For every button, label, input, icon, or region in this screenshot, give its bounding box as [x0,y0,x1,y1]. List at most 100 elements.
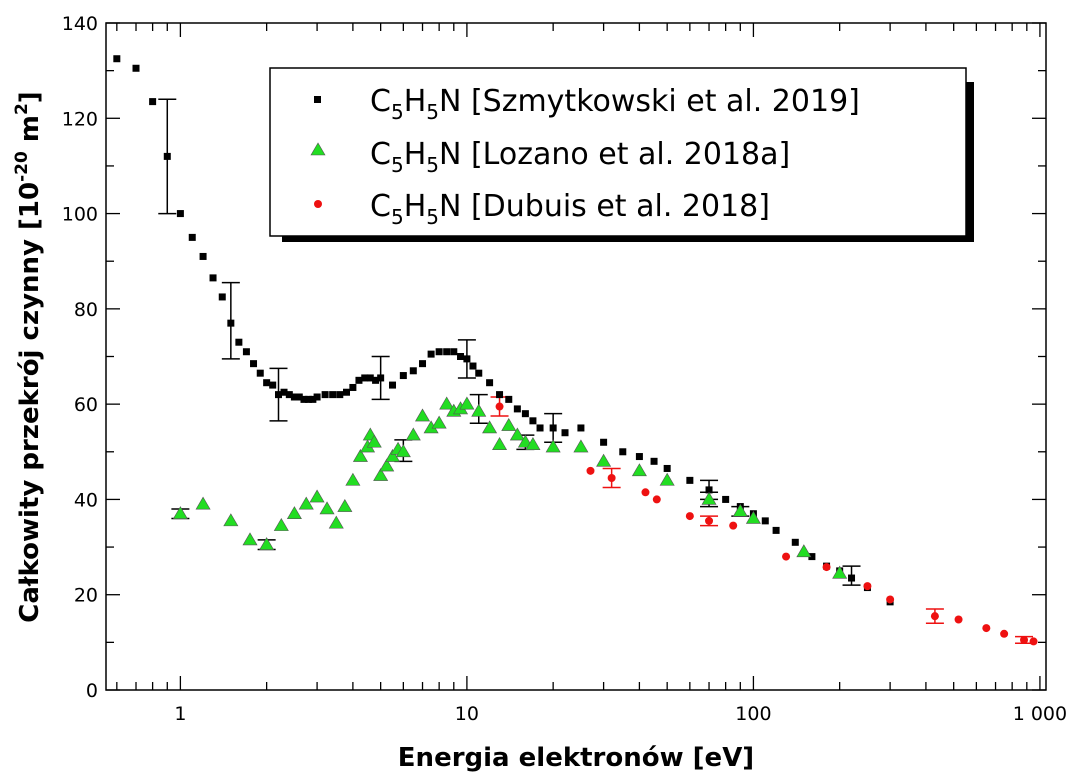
data-point-lozano [337,498,353,512]
data-point-lozano [366,434,382,448]
data-point-lozano [701,491,717,505]
data-point-szmytkowski [409,367,417,375]
data-point-szmytkowski [536,424,544,432]
legend-label-lozano: C5H5N [Lozano et al. 2018a] [370,137,790,177]
data-point-dubuis [495,402,504,411]
data-point-lozano [352,448,368,462]
data-point-lozano [259,537,275,550]
data-point-szmytkowski [218,293,226,301]
data-point-lozano [492,437,508,450]
data-point-dubuis [822,563,831,572]
data-point-dubuis [930,612,939,621]
data-point-lozano [414,408,431,422]
data-point-lozano [631,463,647,477]
y-tick-label: 120 [62,108,98,130]
data-point-szmytkowski [256,369,264,377]
data-point-szmytkowski [549,424,557,432]
data-point-dubuis [782,552,791,561]
data-point-lozano [328,515,344,529]
data-point-lozano [298,496,314,510]
data-point-lozano [439,396,455,410]
data-point-szmytkowski [329,391,337,399]
data-point-szmytkowski [321,391,329,399]
data-point-szmytkowski [443,348,451,356]
y-tick-label: 20 [74,585,98,607]
data-point-szmytkowski [313,393,321,401]
data-point-szmytkowski [361,374,369,382]
legend-box [269,67,967,237]
data-point-lozano [172,506,188,520]
data-point-lozano [459,396,475,410]
data-point-szmytkowski [366,374,374,382]
data-point-szmytkowski [619,448,627,456]
data-point-lozano [832,565,848,579]
axis-ticks [106,22,1046,691]
data-point-lozano [345,472,361,486]
data-point-szmytkowski [457,353,465,360]
data-point-szmytkowski [372,376,380,384]
data-point-szmytkowski [600,438,608,446]
legend-label-dubuis: C5H5N [Dubuis et al. 2018] [370,189,770,229]
data-point-szmytkowski [496,391,504,399]
data-point-szmytkowski [377,374,385,382]
x-tick-label: 1 [174,703,186,725]
x-tick-label: 100 [735,703,771,725]
data-point-dubuis [729,521,738,530]
data-point-szmytkowski [463,355,471,363]
data-point-lozano [384,448,401,462]
data-point-szmytkowski [295,393,303,401]
data-point-szmytkowski [848,574,856,582]
data-point-dubuis [863,582,872,591]
data-point-szmytkowski [176,210,184,218]
data-point-lozano [309,489,325,503]
legend-marker-dubuis [314,200,322,208]
data-point-dubuis [586,466,595,475]
data-point-szmytkowski [808,553,816,561]
data-point-lozano [509,427,525,441]
data-point-szmytkowski [435,348,443,356]
data-point-szmytkowski [650,457,658,465]
data-point-dubuis [1020,635,1029,644]
y-tick-label: 80 [74,299,98,321]
data-point-szmytkowski [705,486,713,494]
data-point-szmytkowski [513,405,521,413]
data-point-szmytkowski [427,350,435,358]
legend-marker-lozano [310,142,326,156]
data-point-szmytkowski [280,388,288,396]
data-point-szmytkowski [521,410,529,418]
data-point-szmytkowski [149,98,157,106]
data-point-szmytkowski [300,395,308,403]
y-tick-label: 60 [74,394,98,416]
data-point-dubuis [954,615,963,624]
data-point-szmytkowski [309,395,317,403]
data-point-szmytkowski [305,395,313,403]
data-point-szmytkowski [349,383,357,391]
data-point-dubuis [652,495,661,504]
y-axis-title: Całkowity przekrój czynny [10-20 m2] [12,91,45,622]
data-point-szmytkowski [209,274,217,282]
data-point-lozano [405,427,421,441]
data-point-szmytkowski [635,453,643,461]
data-point-dubuis [886,595,895,604]
data-point-szmytkowski [791,538,799,546]
data-point-szmytkowski [577,424,585,432]
y-tick-label: 0 [86,680,98,702]
data-point-szmytkowski [113,55,121,63]
legend-marker-szmytkowski [314,96,321,103]
legend-label-szmytkowski: C5H5N [Szmytkowski et al. 2019] [370,84,860,124]
data-points [113,55,1038,646]
data-point-lozano [286,506,302,520]
data-point-szmytkowski [399,372,407,380]
data-point-lozano [573,439,589,453]
data-point-szmytkowski [132,64,140,72]
data-point-szmytkowski [663,464,671,472]
data-point-dubuis [1029,637,1038,646]
data-point-szmytkowski [529,417,537,425]
data-point-lozano [732,503,748,517]
data-point-szmytkowski [761,517,769,525]
y-tick-label: 140 [62,13,98,35]
data-point-szmytkowski [419,360,427,368]
data-point-szmytkowski [505,395,513,403]
data-point-lozano [431,415,447,429]
data-point-szmytkowski [686,476,694,484]
